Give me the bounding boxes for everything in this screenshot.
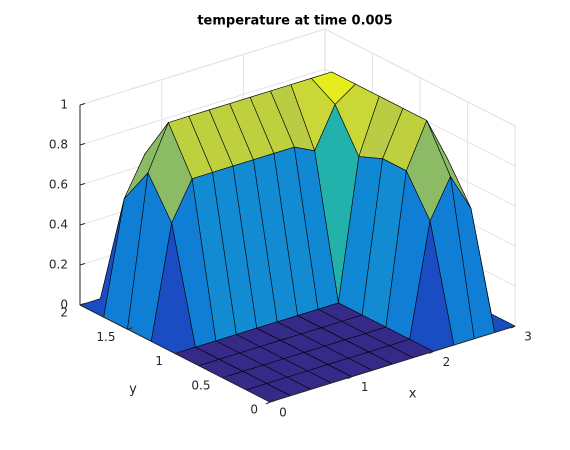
y-tick (222, 375, 228, 379)
x-tick-label: 2 (443, 355, 451, 369)
x-tick-label: 1 (361, 380, 369, 394)
y-tick-label: 0 (250, 403, 258, 417)
x-tick-label: 0 (279, 406, 287, 420)
x-axis-label: x (409, 387, 417, 402)
box-edge (79, 28, 326, 106)
y-tick (127, 327, 133, 330)
z-tick (79, 143, 86, 146)
z-tick (79, 263, 86, 266)
x-tick-label: 3 (524, 330, 532, 344)
y-tick-label: 1.5 (96, 330, 115, 344)
chart-title: temperature at time 0.005 (197, 14, 392, 29)
y-tick-label: 0.5 (191, 378, 210, 392)
y-tick-label: 2 (60, 306, 68, 320)
grid-line (79, 68, 326, 146)
x-tick (510, 325, 516, 329)
y-tick (174, 351, 181, 354)
x-axis (269, 325, 516, 403)
z-tick-label: 1 (60, 98, 68, 112)
z-tick-label: 0.4 (49, 218, 68, 232)
y-axis-label: y (129, 382, 137, 397)
x-tick (429, 350, 434, 354)
z-tick-label: 0.8 (49, 138, 68, 152)
y-tick-label: 1 (155, 354, 163, 368)
z-tick (79, 183, 86, 186)
x-tick (265, 401, 271, 405)
z-tick (79, 103, 86, 106)
x-tick (347, 376, 352, 380)
y-tick (269, 400, 276, 403)
box-edge (324, 28, 516, 127)
z-tick (79, 303, 86, 306)
z-tick-label: 0.6 (49, 178, 68, 192)
z-tick-label: 0.2 (49, 258, 68, 272)
z-tick-label: 0 (60, 298, 68, 312)
z-tick (79, 223, 86, 226)
